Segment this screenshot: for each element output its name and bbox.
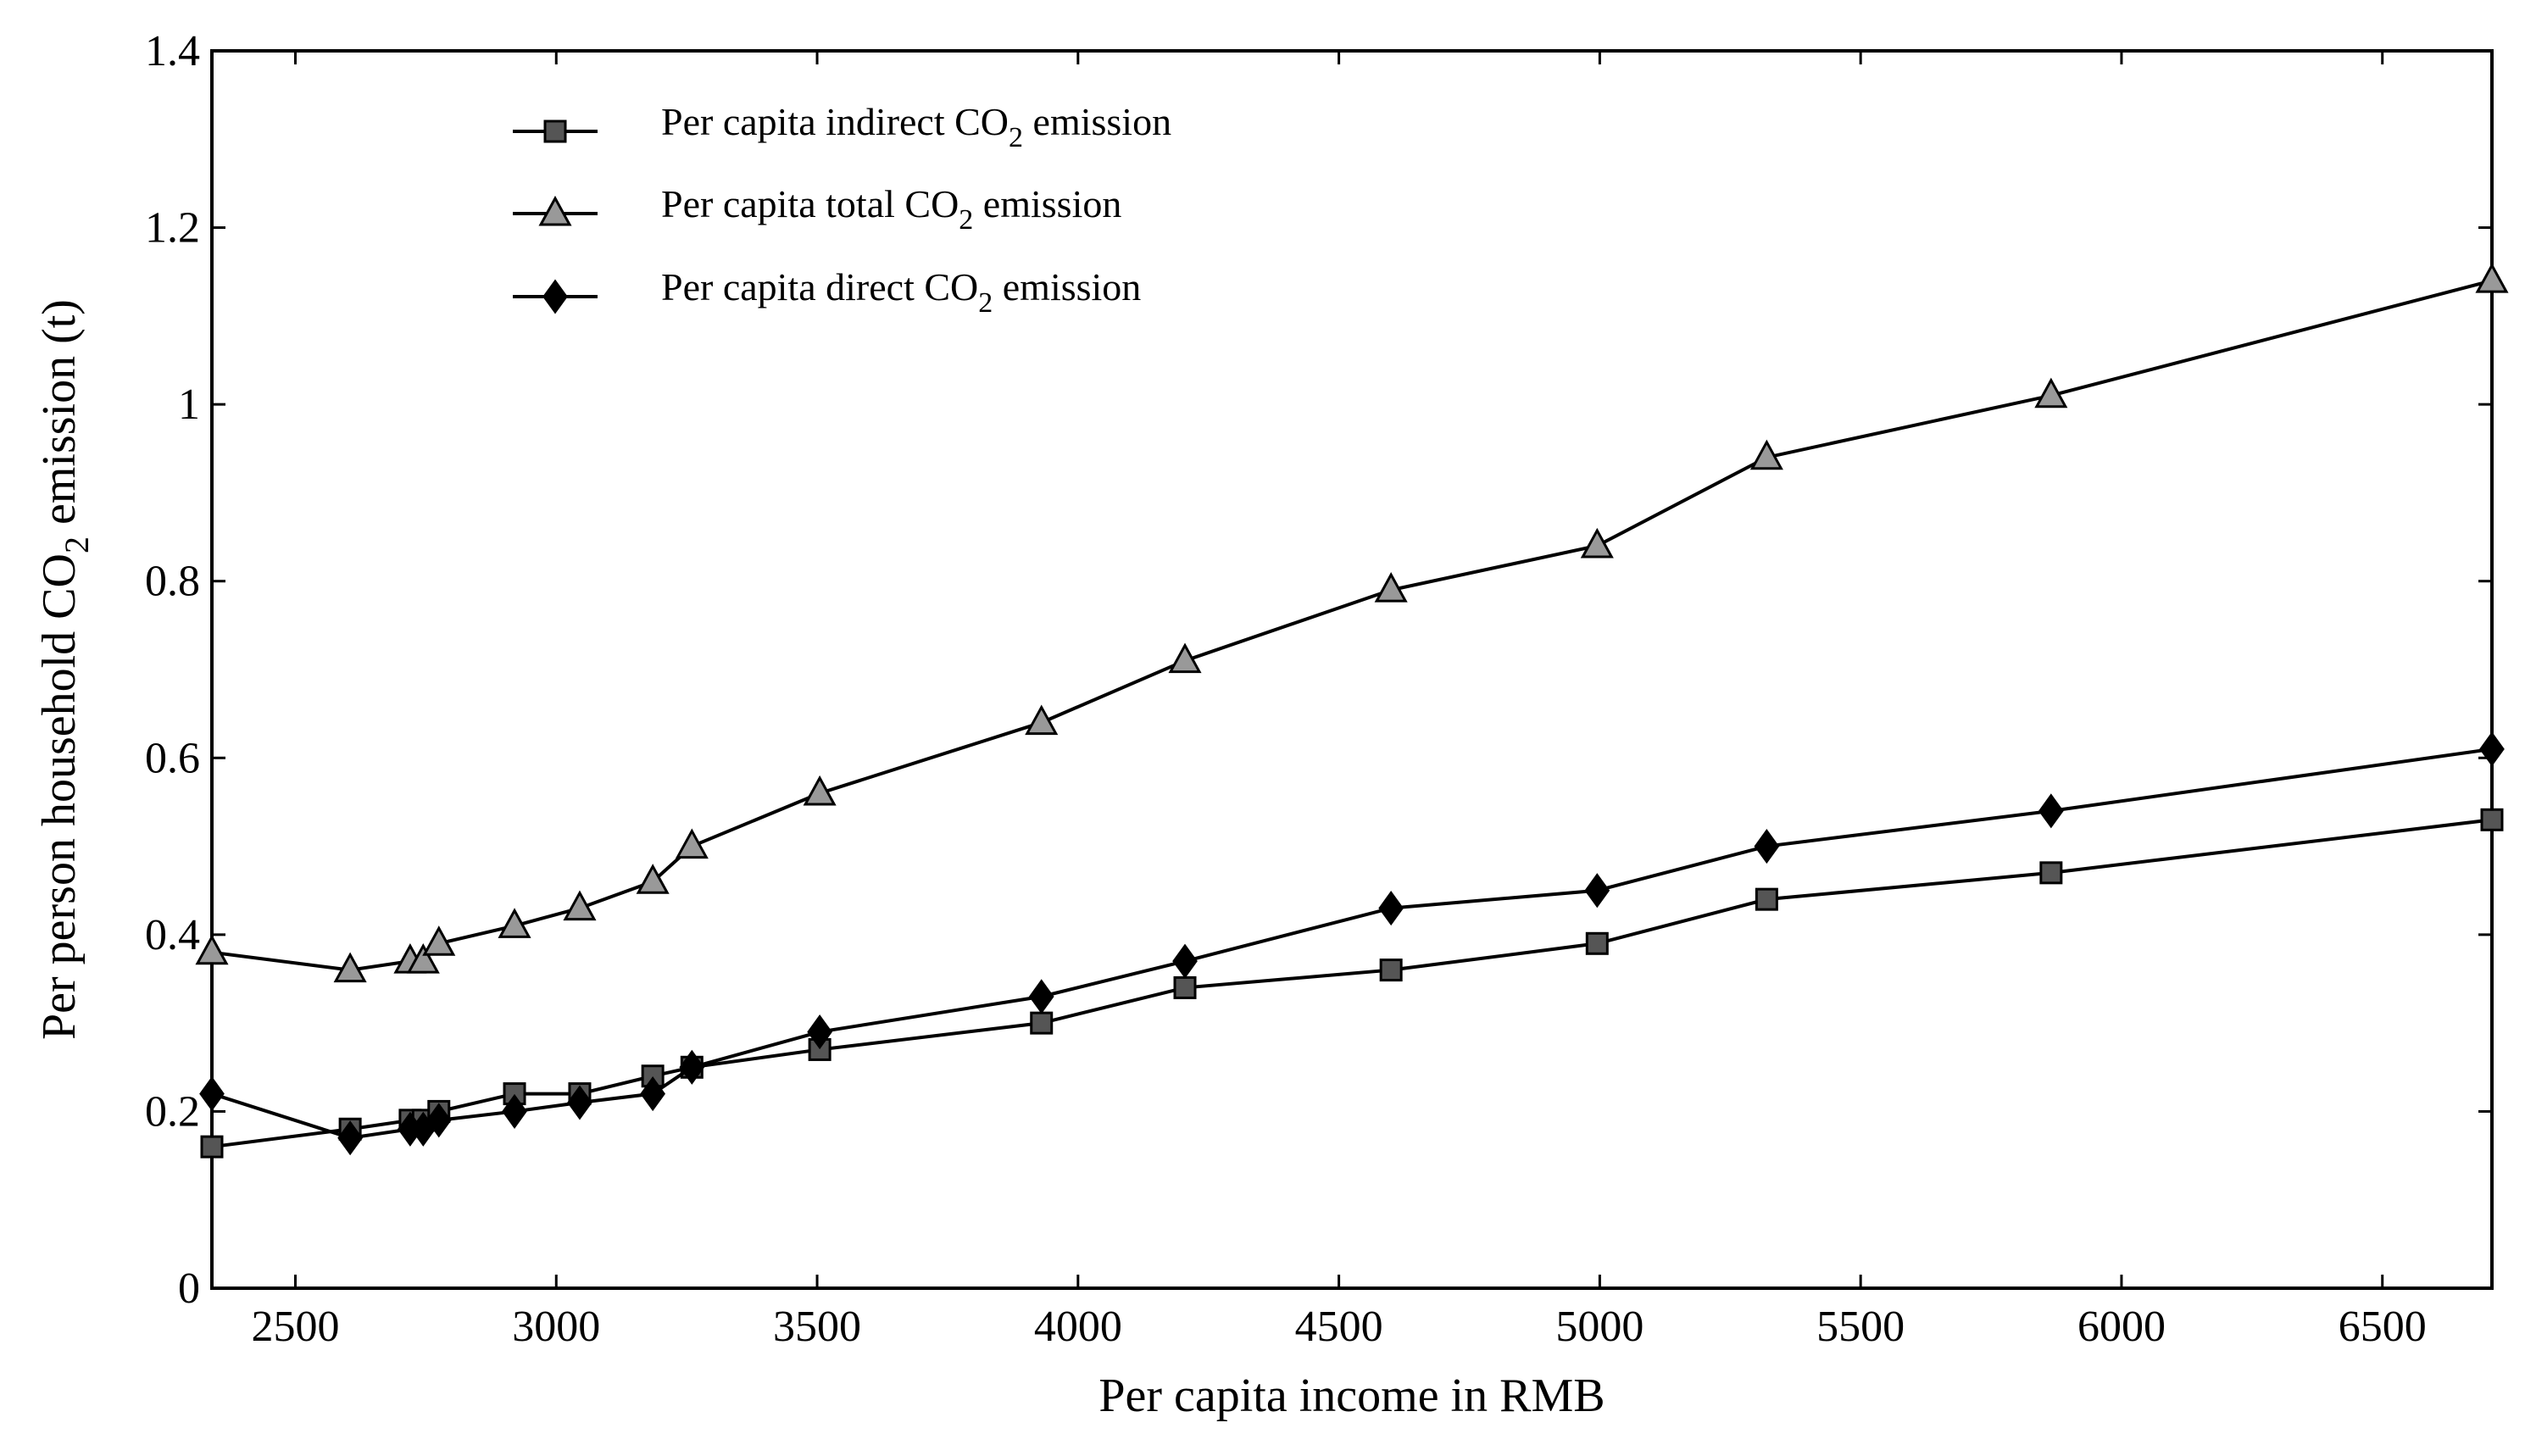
legend-label-prefix: Per capita total CO (661, 182, 959, 225)
legend-box (475, 85, 1297, 356)
y-tick-label: 0 (178, 1264, 200, 1313)
data-point-square (1585, 931, 1609, 955)
data-point-square (2039, 861, 2063, 885)
data-point-square (1173, 975, 1197, 999)
x-tick-label: 6500 (2339, 1303, 2427, 1351)
y-tick-label: 1.4 (145, 27, 200, 75)
data-point-triangle (406, 943, 440, 974)
data-point-diamond (640, 1076, 665, 1112)
y-tick-label: 0.4 (145, 911, 200, 959)
data-point-triangle (1025, 704, 1059, 736)
data-point-square (2480, 808, 2504, 831)
legend-marker-square (543, 119, 567, 143)
x-tick-label: 6000 (2077, 1303, 2166, 1351)
data-point-triangle (195, 934, 229, 965)
data-point-diamond (1378, 891, 1404, 926)
data-point-diamond (502, 1093, 527, 1129)
data-point-square (1379, 959, 1403, 982)
data-point-triangle (1168, 642, 1202, 674)
data-point-triangle (2034, 377, 2068, 408)
data-point-diamond (199, 1076, 225, 1112)
legend-item: Per capita total CO2 emission (513, 182, 1121, 236)
data-point-triangle (2475, 263, 2509, 293)
series-layer (195, 263, 2509, 1159)
series-diamond (199, 731, 2505, 1156)
y-tick-label: 0.8 (145, 558, 200, 606)
data-point-triangle (1374, 572, 1408, 603)
data-point-square (1755, 887, 1778, 911)
y-axis-title-prefix: Per person household CO (33, 553, 86, 1040)
data-point-diamond (1172, 943, 1198, 979)
data-point-diamond (425, 1103, 452, 1138)
data-point-triangle (333, 952, 367, 983)
x-tick-label: 5000 (1555, 1303, 1643, 1351)
y-tick-label: 1.2 (145, 204, 200, 253)
x-axis: 2500 3000 3500 4000 4500 5000 5500 6000 6500 (251, 51, 2427, 1351)
data-point-diamond (1028, 979, 1054, 1014)
data-point-diamond (337, 1120, 363, 1156)
legend-label-subscript: 2 (978, 287, 993, 319)
y-tick-label: 1 (178, 381, 200, 429)
x-tick-label: 2500 (251, 1303, 339, 1351)
data-point-triangle (1749, 439, 1783, 470)
legend-label-subscript: 2 (959, 204, 973, 236)
data-point-square (1030, 1011, 1054, 1035)
data-point-triangle (803, 775, 837, 806)
y-axis-title: Per person household CO2 emission (t) (33, 299, 96, 1040)
legend-item: Per capita indirect CO2 emission (513, 100, 1171, 153)
data-point-triangle (675, 828, 709, 859)
data-point-triangle (563, 890, 597, 921)
data-point-diamond (679, 1049, 705, 1085)
data-point-diamond (2479, 731, 2505, 767)
legend-label-suffix: emission (1023, 100, 1171, 143)
x-tick-label: 4000 (1034, 1303, 1122, 1351)
legend-marker-triangle (538, 195, 572, 226)
data-point-triangle (1580, 527, 1614, 559)
legend-label: Per capita indirect CO2 emission (661, 100, 1171, 153)
series-triangle (195, 263, 2509, 983)
legend-label-prefix: Per capita indirect CO (661, 100, 1009, 143)
data-point-square (200, 1135, 224, 1159)
legend-label-subscript: 2 (1009, 122, 1023, 153)
legend-label-prefix: Per capita direct CO (661, 265, 978, 308)
legend-label-suffix: emission (993, 265, 1141, 308)
legend-marker-diamond (542, 279, 568, 314)
data-point-triangle (498, 908, 531, 938)
x-tick-label: 5500 (1816, 1303, 1905, 1351)
data-point-diamond (1584, 873, 1610, 909)
y-tick-label: 0.2 (145, 1087, 200, 1136)
legend-label-suffix: emission (973, 182, 1121, 225)
data-point-triangle (422, 925, 456, 956)
y-tick-label: 0.6 (145, 734, 200, 782)
y-axis-title-subscript: 2 (58, 536, 96, 553)
y-axis-title-suffix: emission (t) (33, 299, 86, 536)
data-point-diamond (2038, 793, 2064, 829)
x-axis-title: Per capita income in RMB (1098, 1370, 1605, 1422)
data-point-diamond (1754, 829, 1780, 864)
y-axis: 0 0.2 0.4 0.6 0.8 1 1.2 1.4 (145, 27, 2492, 1313)
x-tick-label: 3000 (512, 1303, 600, 1351)
x-tick-label: 4500 (1295, 1303, 1383, 1351)
data-point-diamond (807, 1014, 832, 1050)
x-tick-label: 3500 (773, 1303, 861, 1351)
data-point-diamond (567, 1085, 592, 1120)
data-point-triangle (636, 864, 670, 894)
legend-label: Per capita direct CO2 emission (661, 265, 1141, 319)
legend-item: Per capita direct CO2 emission (513, 265, 1141, 319)
legend-label: Per capita total CO2 emission (661, 182, 1121, 236)
